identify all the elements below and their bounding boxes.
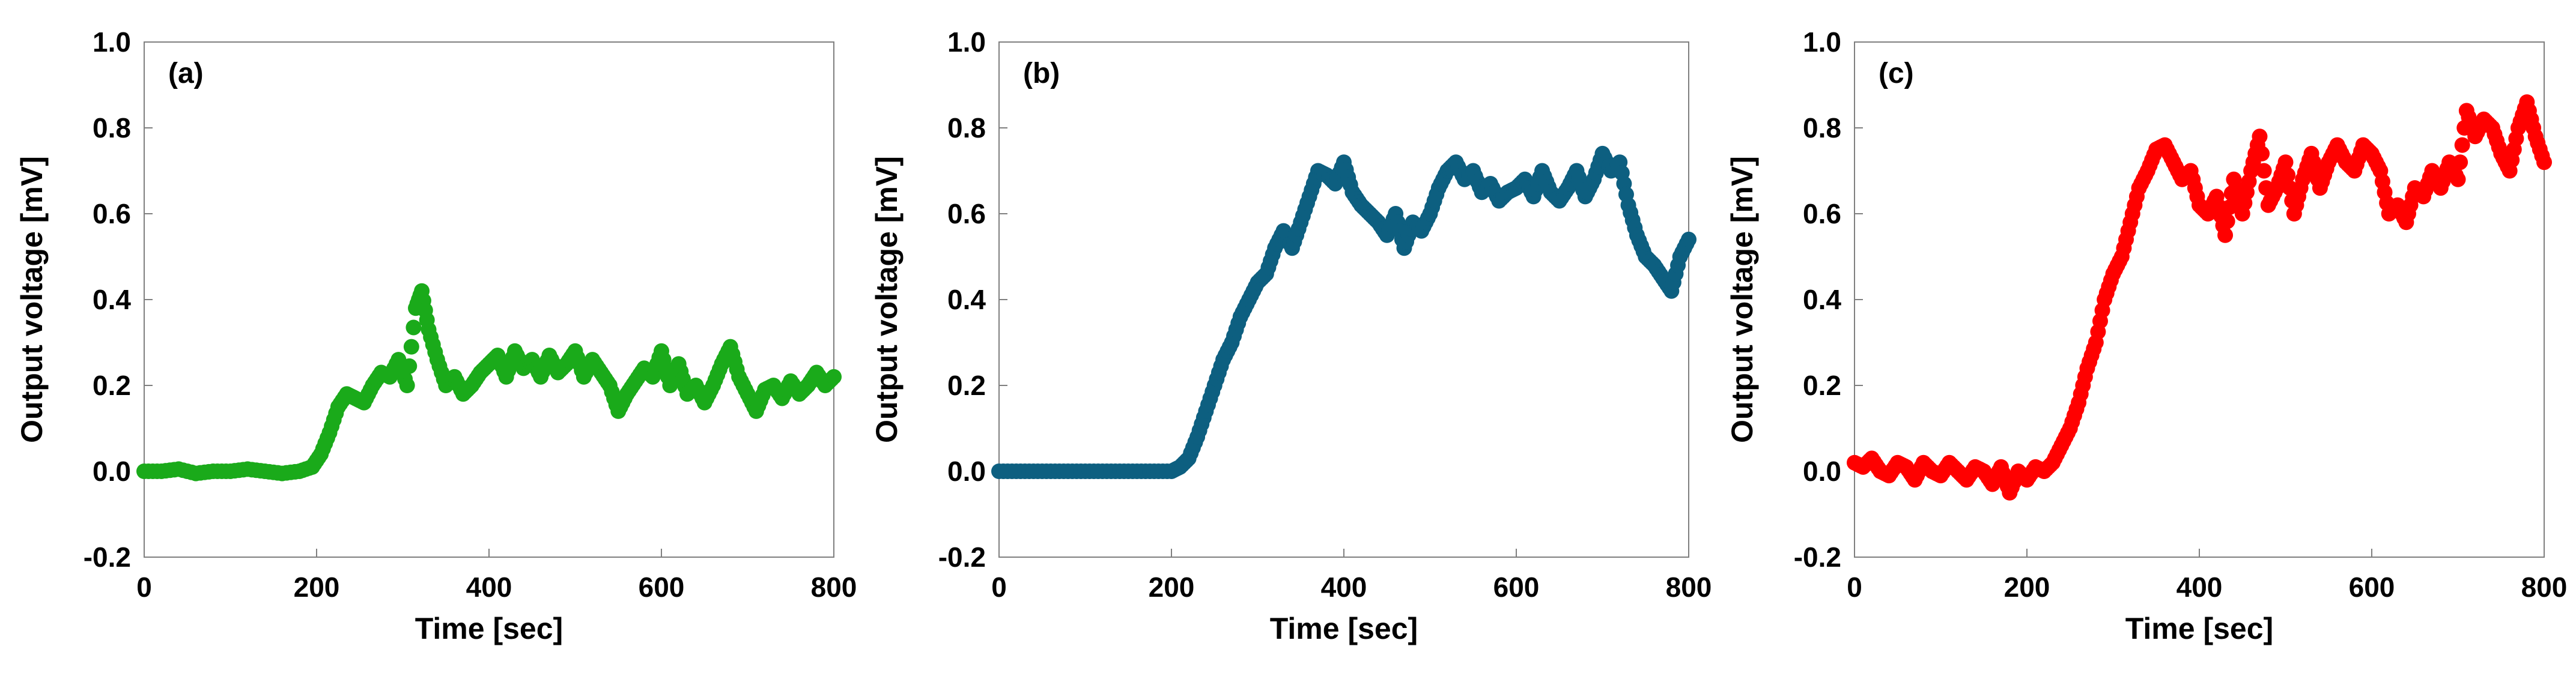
x-tick-label: 0 <box>991 572 1007 603</box>
y-tick-label: 0.8 <box>1803 112 1841 143</box>
y-axis-title: Output voltage [mV] <box>1725 156 1759 443</box>
x-axis-title: Time [sec] <box>2125 612 2273 645</box>
y-tick-label: 0.4 <box>93 284 131 315</box>
y-tick-label: 0.2 <box>1803 370 1841 401</box>
plot-frame <box>144 41 834 558</box>
y-tick-label: 1.0 <box>1803 26 1841 58</box>
data-point <box>2280 167 2296 183</box>
y-axis-title: Output voltage [mV] <box>15 156 49 443</box>
chart-panel: -0.2 0.0 0.2 0.4 0.6 0.8 1.0 0 200 400 600 800 Time … <box>1725 26 2567 645</box>
data-point <box>2256 163 2272 179</box>
data-point <box>399 378 415 393</box>
x-axis-title: Time [sec] <box>1270 612 1418 645</box>
y-tick-label: 0.2 <box>93 370 131 401</box>
series-markers <box>136 283 842 481</box>
x-tick-label: 200 <box>1149 572 1195 603</box>
x-tick-label: 800 <box>2521 572 2568 603</box>
y-tick-label: 0.0 <box>1803 456 1841 487</box>
x-tick-label: 400 <box>1321 572 1367 603</box>
x-tick-label: 800 <box>1666 572 1712 603</box>
x-tick-label: 400 <box>2177 572 2223 603</box>
y-tick-label: 0.0 <box>93 456 131 487</box>
data-point <box>406 319 422 336</box>
y-tick-label: 1.0 <box>93 26 131 58</box>
x-tick-label: 400 <box>466 572 512 603</box>
y-tick-label: 0.6 <box>1803 198 1841 229</box>
panel-label: (b) <box>1023 58 1060 89</box>
x-tick-label: 600 <box>2349 572 2395 603</box>
panel-label: (c) <box>1879 58 1914 89</box>
y-tick-label: 1.0 <box>947 26 986 58</box>
x-tick-label: 600 <box>639 572 685 603</box>
data-point <box>2217 227 2234 243</box>
y-tick-label: 0.8 <box>93 112 131 143</box>
data-point <box>2219 213 2235 229</box>
data-point <box>2252 128 2268 145</box>
data-point <box>2454 137 2470 153</box>
panel-label: (a) <box>168 58 204 89</box>
data-point <box>2277 154 2294 171</box>
data-point <box>2254 145 2270 161</box>
y-tick-label: 0.0 <box>947 456 986 487</box>
y-tick-label: -0.2 <box>1794 542 1841 573</box>
data-point <box>403 339 419 355</box>
x-tick-label: 200 <box>2004 572 2050 603</box>
y-tick-label: 0.4 <box>947 284 986 315</box>
x-tick-label: 0 <box>136 572 152 603</box>
data-point <box>1681 231 1697 247</box>
y-tick-label: 0.6 <box>947 198 986 229</box>
data-point <box>2452 154 2468 171</box>
y-tick-label: 0.6 <box>93 198 131 229</box>
series-markers <box>991 145 1697 479</box>
y-tick-label: 0.4 <box>1803 284 1841 315</box>
data-point <box>826 369 842 385</box>
y-axis-title: Output voltage [mV] <box>870 156 904 443</box>
data-point <box>2536 154 2552 171</box>
x-tick-label: 600 <box>1493 572 1540 603</box>
y-tick-label: 0.8 <box>947 112 986 143</box>
x-tick-label: 800 <box>811 572 857 603</box>
x-tick-label: 0 <box>1847 572 1862 603</box>
chart-panel: -0.2 0.0 0.2 0.4 0.6 0.8 1.0 0 200 400 600 800 Time … <box>870 26 1712 645</box>
chart-panel: -0.2 0.0 0.2 0.4 0.6 0.8 1.0 0 200 400 600 800 Time … <box>15 26 857 645</box>
plot-frame <box>998 41 1689 558</box>
x-axis-title: Time [sec] <box>415 612 563 645</box>
data-point <box>2450 171 2466 187</box>
y-tick-label: -0.2 <box>84 542 131 573</box>
x-tick-label: 200 <box>294 572 340 603</box>
series-markers <box>1847 94 2552 501</box>
data-point <box>401 358 418 374</box>
y-tick-label: 0.2 <box>947 370 986 401</box>
y-tick-label: -0.2 <box>938 542 986 573</box>
